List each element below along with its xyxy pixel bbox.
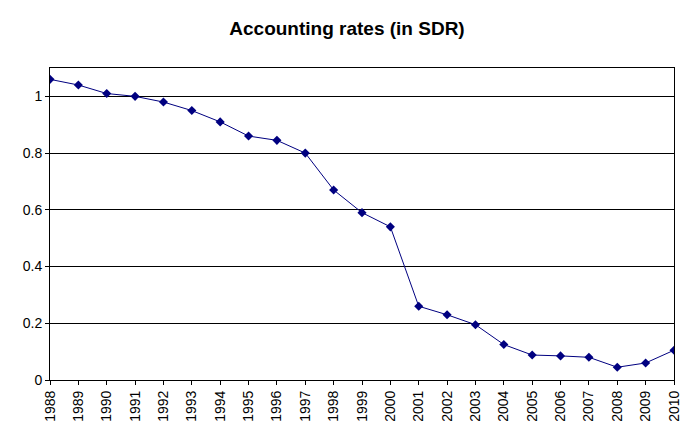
svg-text:0.8: 0.8 [23, 145, 43, 161]
svg-text:2007: 2007 [580, 390, 596, 421]
svg-text:1994: 1994 [212, 390, 228, 421]
svg-text:0.4: 0.4 [23, 258, 43, 274]
svg-text:2009: 2009 [637, 390, 653, 421]
svg-text:1995: 1995 [240, 390, 256, 421]
svg-text:1989: 1989 [70, 390, 86, 421]
svg-text:1993: 1993 [183, 390, 199, 421]
svg-text:2006: 2006 [552, 390, 568, 421]
svg-text:1991: 1991 [127, 390, 143, 421]
svg-text:1998: 1998 [325, 390, 341, 421]
svg-text:2001: 2001 [410, 390, 426, 421]
svg-text:1999: 1999 [354, 390, 370, 421]
svg-text:2008: 2008 [609, 390, 625, 421]
svg-text:1990: 1990 [98, 390, 114, 421]
svg-text:2004: 2004 [495, 390, 511, 421]
svg-text:Accounting rates (in SDR): Accounting rates (in SDR) [229, 18, 464, 39]
svg-text:2005: 2005 [524, 390, 540, 421]
svg-text:0: 0 [34, 372, 42, 388]
svg-text:1996: 1996 [268, 390, 284, 421]
svg-text:1988: 1988 [42, 390, 58, 421]
svg-text:0.2: 0.2 [23, 315, 43, 331]
svg-text:2002: 2002 [439, 390, 455, 421]
svg-text:2000: 2000 [382, 390, 398, 421]
svg-text:2003: 2003 [467, 390, 483, 421]
svg-text:2010: 2010 [666, 390, 682, 421]
svg-text:1: 1 [34, 88, 42, 104]
svg-text:0.6: 0.6 [23, 202, 43, 218]
svg-text:1992: 1992 [155, 390, 171, 421]
svg-text:1997: 1997 [297, 390, 313, 421]
